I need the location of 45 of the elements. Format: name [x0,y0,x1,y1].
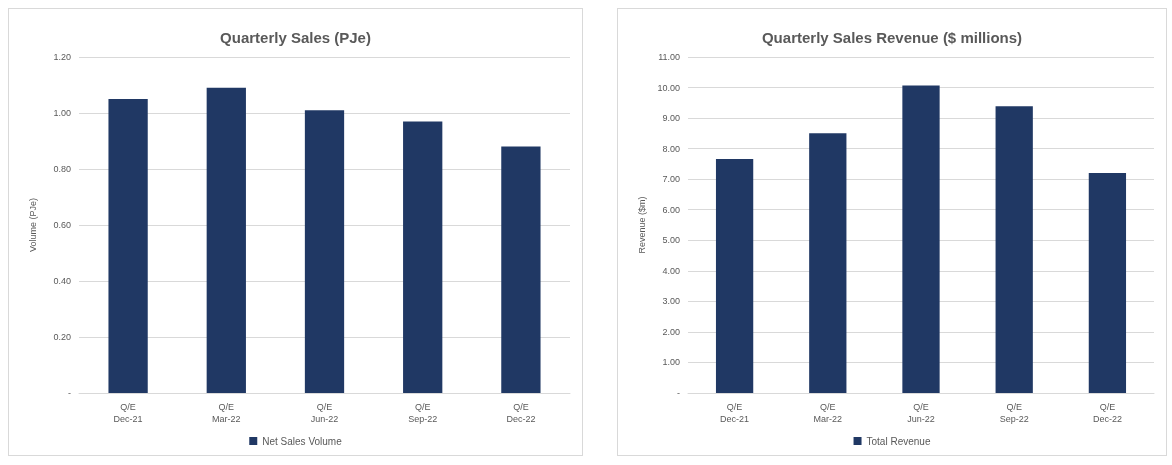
y-tick-label: 3.00 [662,296,680,307]
y-tick-label: 0.80 [53,164,71,174]
bar [206,87,246,393]
y-tick-label: 0.60 [53,220,71,230]
x-tick-label: Q/E Dec-22 [1092,402,1122,424]
y-tick-label: 8.00 [662,143,680,154]
y-tick-label: 1.20 [53,52,71,62]
bar [1088,173,1127,393]
y-tick-label: 1.00 [662,357,680,368]
x-tick-label: Q/E Dec-21 [720,402,750,424]
y-tick-label: - [68,388,71,398]
bar [108,99,148,393]
y-tick-label: 1.00 [53,108,71,118]
y-tick-label: 11.00 [658,52,680,62]
y-tick-label: - [677,388,680,398]
y-axis-title: Volume (PJe) [27,197,38,253]
x-tick-label: Q/E Dec-21 [113,402,143,424]
y-tick-label: 10.00 [657,82,680,93]
x-tick-label: Q/E Mar-22 [813,402,843,424]
x-tick-label: Q/E Sep-22 [999,402,1029,424]
chart-title: Quarterly Sales Revenue ($ millions) [761,29,1023,46]
x-tick-label: Q/E Jun-22 [907,402,935,424]
y-tick-label: 6.00 [662,204,680,215]
bar [902,85,940,393]
bar [403,121,443,393]
y-tick-label: 2.00 [662,326,680,337]
legend-label: Total Revenue [866,435,931,447]
y-tick-label: 9.00 [662,113,680,124]
y-tick-label: 0.40 [53,276,71,286]
x-tick-label: Q/E Sep-22 [408,402,438,424]
x-tick-label: Q/E Jun-22 [310,402,339,424]
bar [304,110,345,393]
y-axis-title: Revenue ($m) [636,196,647,254]
y-tick-label: 0.20 [53,332,71,342]
chart-title: Quarterly Sales (PJe) [220,29,371,46]
x-tick-label: Q/E Mar-22 [212,402,241,424]
bar [715,159,754,393]
y-tick-label: 7.00 [662,174,680,185]
legend-label: Net Sales Volume [262,435,343,447]
bar [501,146,541,393]
bar [995,106,1033,393]
bar [809,133,847,393]
x-tick-label: Q/E Dec-22 [506,402,536,424]
y-tick-label: 4.00 [662,265,680,276]
y-tick-label: 5.00 [662,235,680,246]
